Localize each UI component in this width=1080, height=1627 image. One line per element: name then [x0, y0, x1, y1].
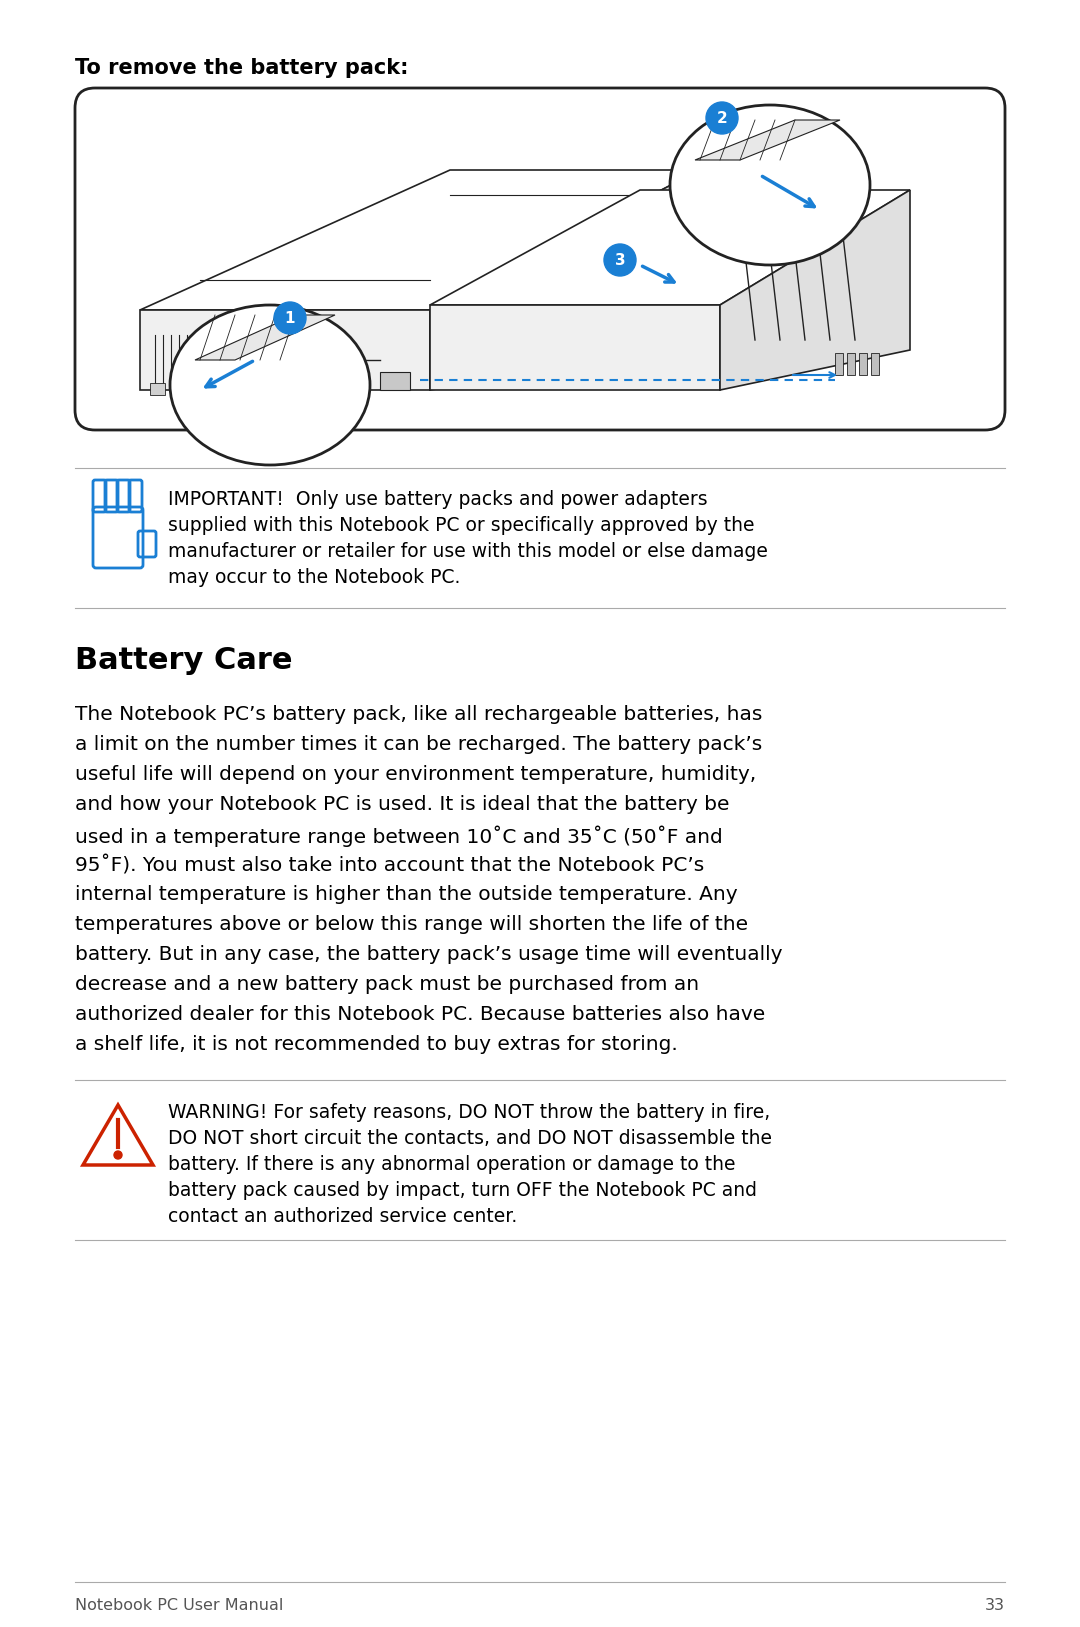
Text: DO NOT short circuit the contacts, and DO NOT disassemble the: DO NOT short circuit the contacts, and D… — [168, 1129, 772, 1149]
Bar — [175, 382, 190, 395]
Text: IMPORTANT!  Only use battery packs and power adapters: IMPORTANT! Only use battery packs and po… — [168, 490, 707, 509]
Text: WARNING! For safety reasons, DO NOT throw the battery in fire,: WARNING! For safety reasons, DO NOT thro… — [168, 1103, 770, 1123]
Bar — [859, 353, 867, 374]
Bar — [870, 353, 879, 374]
Polygon shape — [140, 169, 700, 311]
Circle shape — [706, 103, 738, 133]
Text: battery pack caused by impact, turn OFF the Notebook PC and: battery pack caused by impact, turn OFF … — [168, 1181, 757, 1201]
Polygon shape — [696, 120, 840, 159]
Polygon shape — [140, 311, 430, 390]
Text: Battery Care: Battery Care — [75, 646, 293, 675]
Circle shape — [114, 1150, 122, 1158]
Text: To remove the battery pack:: To remove the battery pack: — [75, 59, 408, 78]
Text: and how your Notebook PC is used. It is ideal that the battery be: and how your Notebook PC is used. It is … — [75, 796, 729, 814]
Text: The Notebook PC’s battery pack, like all rechargeable batteries, has: The Notebook PC’s battery pack, like all… — [75, 704, 762, 724]
Text: contact an authorized service center.: contact an authorized service center. — [168, 1207, 517, 1227]
Circle shape — [604, 244, 636, 277]
Text: decrease and a new battery pack must be purchased from an: decrease and a new battery pack must be … — [75, 975, 699, 994]
Text: battery. But in any case, the battery pack’s usage time will eventually: battery. But in any case, the battery pa… — [75, 945, 783, 965]
Ellipse shape — [170, 304, 370, 465]
Polygon shape — [430, 169, 700, 390]
Text: a shelf life, it is not recommended to buy extras for storing.: a shelf life, it is not recommended to b… — [75, 1035, 678, 1054]
Text: may occur to the Notebook PC.: may occur to the Notebook PC. — [168, 568, 460, 587]
Bar — [200, 382, 215, 395]
Text: internal temperature is higher than the outside temperature. Any: internal temperature is higher than the … — [75, 885, 738, 905]
Polygon shape — [430, 304, 720, 390]
Text: authorized dealer for this Notebook PC. Because batteries also have: authorized dealer for this Notebook PC. … — [75, 1005, 766, 1023]
Bar — [150, 382, 165, 395]
Text: a limit on the number times it can be recharged. The battery pack’s: a limit on the number times it can be re… — [75, 735, 762, 753]
FancyBboxPatch shape — [75, 88, 1005, 430]
Text: 33: 33 — [985, 1598, 1005, 1612]
Text: 3: 3 — [615, 252, 625, 267]
Bar — [380, 373, 410, 390]
Text: 1: 1 — [285, 311, 295, 325]
Text: supplied with this Notebook PC or specifically approved by the: supplied with this Notebook PC or specif… — [168, 516, 755, 535]
Bar — [835, 353, 843, 374]
Polygon shape — [720, 190, 910, 390]
Bar — [847, 353, 855, 374]
Text: 95˚F). You must also take into account that the Notebook PC’s: 95˚F). You must also take into account t… — [75, 856, 704, 875]
Text: Notebook PC User Manual: Notebook PC User Manual — [75, 1598, 283, 1612]
Polygon shape — [430, 190, 910, 304]
Text: temperatures above or below this range will shorten the life of the: temperatures above or below this range w… — [75, 914, 748, 934]
Ellipse shape — [670, 106, 870, 265]
Text: useful life will depend on your environment temperature, humidity,: useful life will depend on your environm… — [75, 765, 756, 784]
Circle shape — [274, 303, 306, 334]
Text: used in a temperature range between 10˚C and 35˚C (50˚F and: used in a temperature range between 10˚C… — [75, 825, 723, 846]
Polygon shape — [195, 316, 335, 360]
Text: manufacturer or retailer for use with this model or else damage: manufacturer or retailer for use with th… — [168, 542, 768, 561]
Text: 2: 2 — [717, 111, 727, 125]
Text: battery. If there is any abnormal operation or damage to the: battery. If there is any abnormal operat… — [168, 1155, 735, 1175]
